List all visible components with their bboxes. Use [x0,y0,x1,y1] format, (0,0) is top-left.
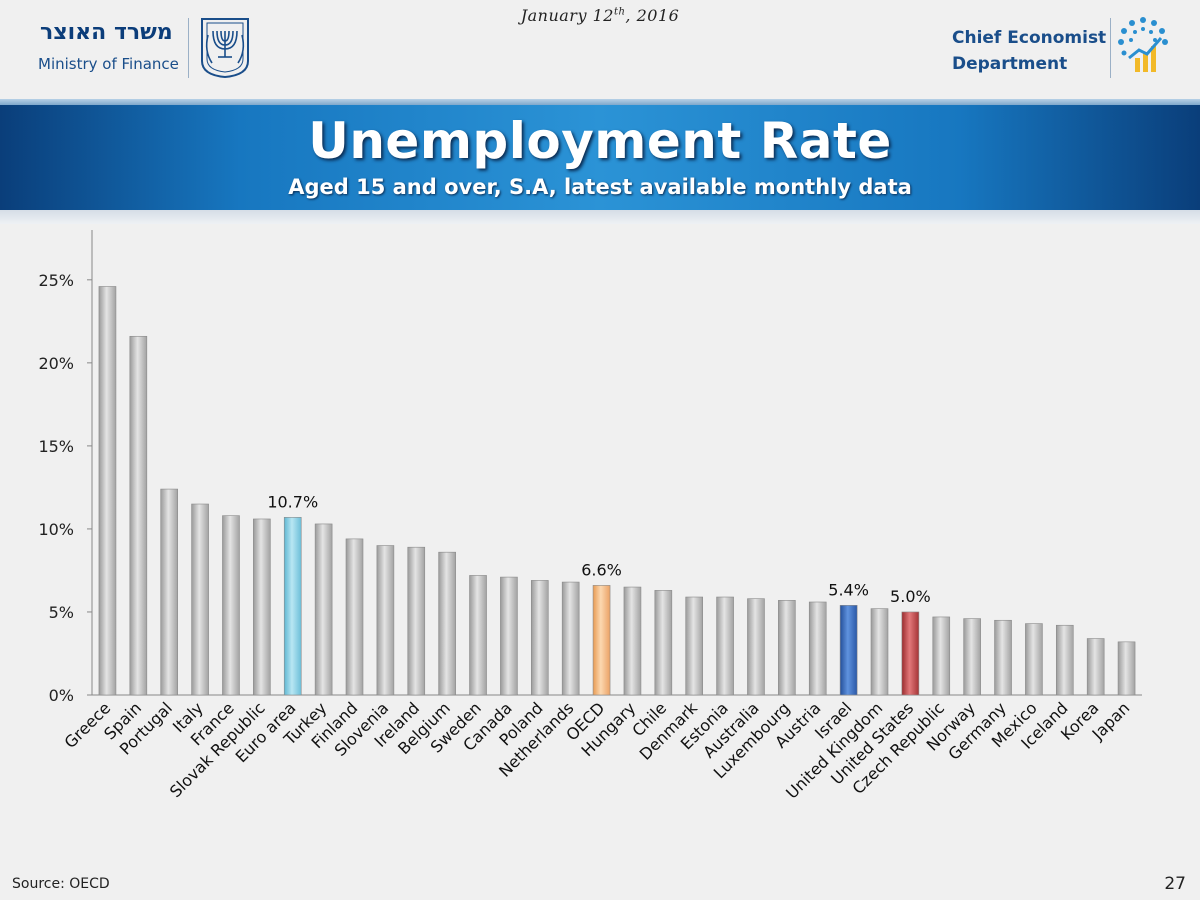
bar-oecd [592,585,611,696]
ministry-hebrew-name: משרד האוצר [40,20,173,45]
bar-canada [500,576,518,696]
page-number: 27 [1164,874,1186,894]
y-tick-label: 15% [38,437,74,456]
title-banner [0,105,1200,213]
bar-portugal [160,488,179,696]
bar-denmark [685,596,704,696]
banner-bottom-band [0,210,1200,224]
bar-korea [1086,638,1105,696]
y-tick-label: 0% [49,686,74,705]
source-note: Source: OECD [12,876,110,892]
bar-chile [654,590,673,696]
bar-united-states [901,611,920,696]
y-tick-label: 10% [38,520,74,539]
bar-euro-area [283,517,302,696]
bar-austria [808,601,827,696]
header-divider-left [188,18,189,78]
bar-iceland [1055,624,1074,696]
ministry-english-name: Ministry of Finance [38,55,179,73]
bar-japan [1117,641,1136,696]
presentation-date: January 12th, 2016 [520,6,680,25]
bar-israel [839,605,858,696]
bar-estonia [716,596,734,696]
header-divider-right [1110,18,1111,78]
department-name-line1: Chief Economist [952,28,1107,48]
data-label-oecd: 6.6% [581,560,622,579]
y-tick-label: 20% [38,354,74,373]
bar-czech-republic [932,616,951,696]
chart-title: Unemployment Rate [308,112,892,170]
bar-turkey [314,523,333,696]
chief-economist-logo-icon [1118,17,1168,72]
bar-australia [747,598,765,696]
bar-netherlands [561,581,580,696]
bar-slovak-republic [253,518,271,696]
department-name-line2: Department [952,54,1068,74]
header: משרד האוצר Ministry of Finance January 1… [0,0,1200,98]
banner-top-band [0,99,1200,105]
bar-norway [963,618,981,696]
bar-mexico [1025,623,1043,696]
bar-spain [129,335,148,696]
y-tick-label: 25% [38,271,74,290]
bar-italy [191,503,209,696]
menorah-emblem-icon [201,18,249,79]
bar-luxembourg [778,600,796,696]
bar-united-kingdom [870,608,889,696]
bar-slovenia [376,545,395,696]
unemployment-bar-chart: 0%5%10%15%20%25% GreeceSpainPortugalItal… [38,230,1142,803]
bar-germany [994,619,1012,696]
bar-greece [98,286,117,696]
bar-hungary [623,586,642,696]
bar-france [222,515,240,696]
y-tick-label: 5% [49,603,74,622]
data-label-israel: 5.4% [828,580,869,599]
bar-poland [530,580,549,696]
bar-sweden [469,575,487,696]
bar-ireland [407,546,426,696]
bar-belgium [438,551,456,696]
bar-finland [345,538,364,696]
data-label-euro-area: 10.7% [267,492,318,511]
chart-subtitle: Aged 15 and over, S.A, latest available … [288,175,912,199]
data-label-united-states: 5.0% [890,587,931,606]
